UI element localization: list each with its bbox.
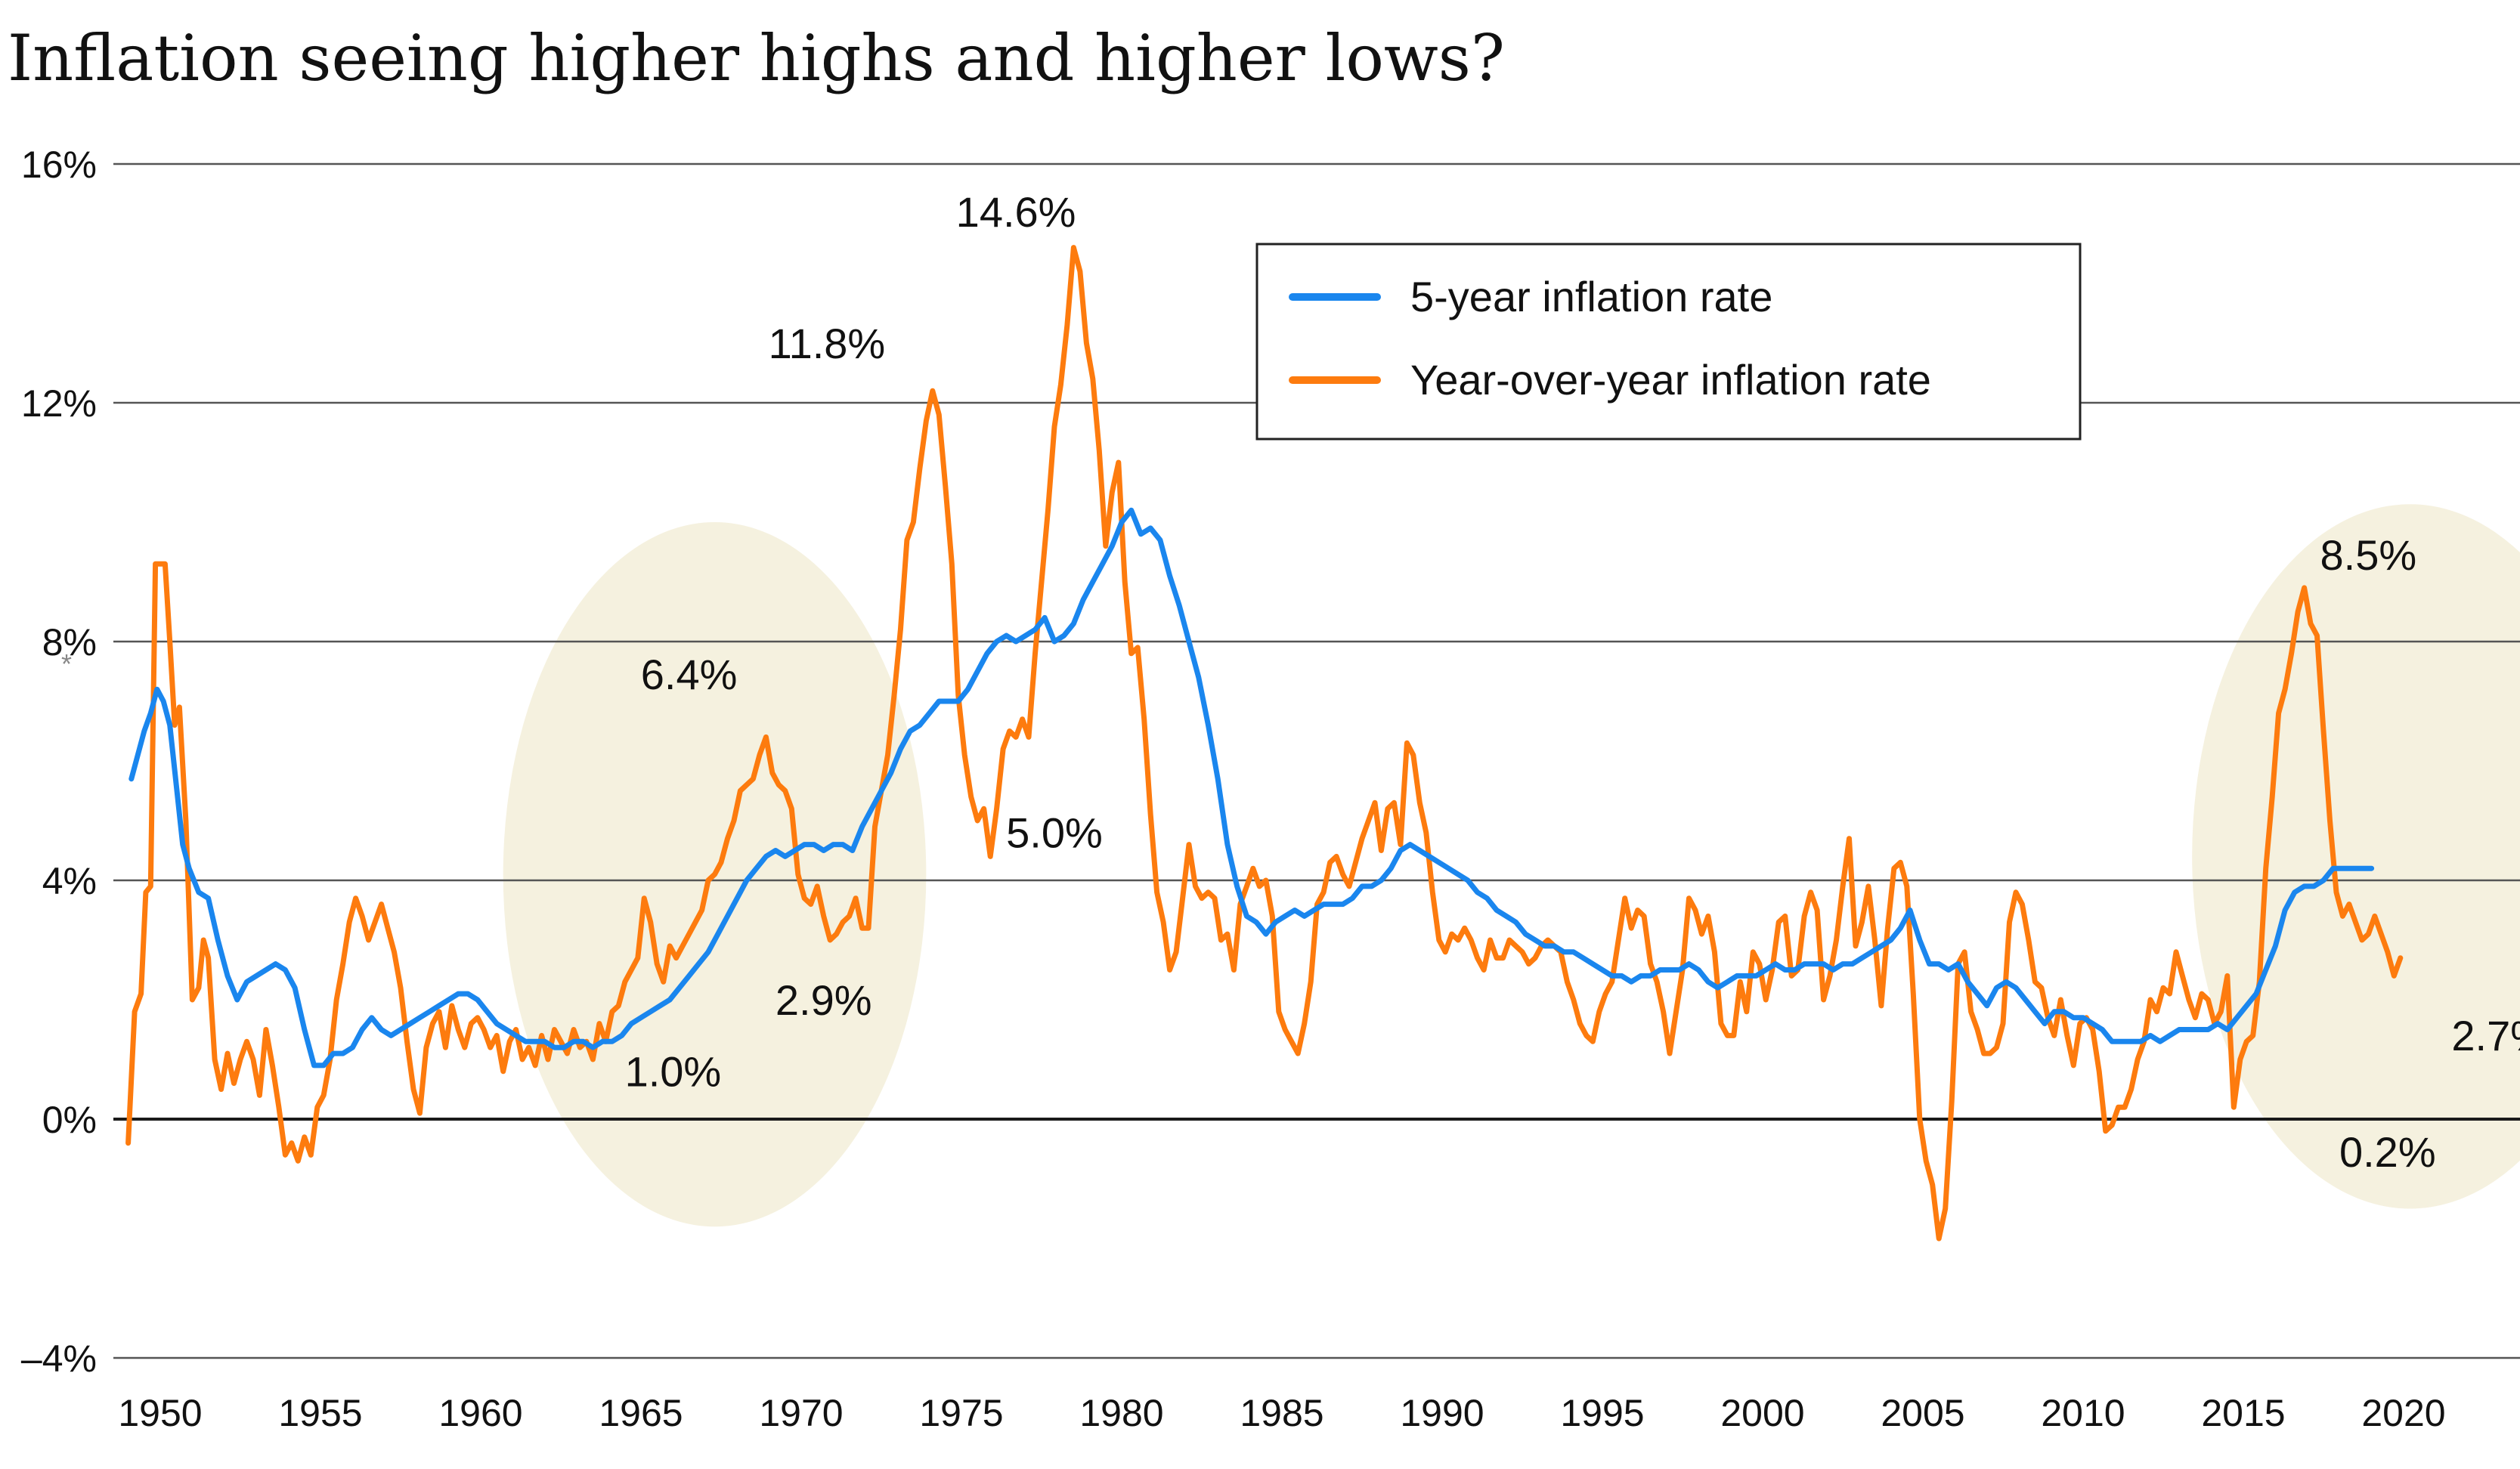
legend-box xyxy=(1255,243,2082,441)
annotation-label: 14.6% xyxy=(956,188,1076,236)
x-tick-label: 1960 xyxy=(438,1392,522,1434)
chart-title: Inflation seeing higher highs and higher… xyxy=(8,21,1505,95)
gridlines xyxy=(113,162,2520,1359)
x-tick-label: 2005 xyxy=(1881,1392,1964,1434)
x-tick-label: 1965 xyxy=(599,1392,683,1434)
x-tick-label: 1955 xyxy=(278,1392,362,1434)
y-tick-label: 16% xyxy=(21,144,97,186)
annotation-label: 8.5% xyxy=(2320,531,2417,579)
x-tick-label: 2000 xyxy=(1720,1392,1804,1434)
x-tick-label: 1985 xyxy=(1240,1392,1323,1434)
y-tick-label: –4% xyxy=(21,1338,97,1380)
y-tick-label: 12% xyxy=(21,382,97,425)
annotation-label: 0.2% xyxy=(2339,1128,2436,1176)
legend-label-year-over-year: Year-over-year inflation rate xyxy=(1410,356,1931,404)
series-line-5-year xyxy=(128,507,2375,1069)
annotation-label: 1.0% xyxy=(625,1048,722,1096)
x-tick-label: 2015 xyxy=(2201,1392,2285,1434)
annotation-label: 6.4% xyxy=(641,651,738,698)
legend: 5-year inflation rate Year-over-year inf… xyxy=(1255,243,2082,441)
y-tick-label: 4% xyxy=(42,860,97,902)
annotations: 6.4% 1.0% 2.9% 11.8% 14.6% 5.0% 8.5% 0.2% 2.7% xyxy=(625,188,2520,1176)
x-tick-label: 2010 xyxy=(2041,1392,2125,1434)
legend-label-5-year: 5-year inflation rate xyxy=(1410,273,1772,320)
highlight-ellipse-1 xyxy=(2192,504,2520,1209)
annotation-label: 2.7% xyxy=(2451,1012,2520,1059)
y-axis-ticks: 16% 12% 8%* 4% 0% –4% xyxy=(21,144,97,1380)
x-tick-label: 1980 xyxy=(1079,1392,1163,1434)
x-tick-label: 1950 xyxy=(118,1392,202,1434)
annotation-label: 11.8% xyxy=(769,320,886,367)
x-tick-label: 1970 xyxy=(759,1392,843,1434)
x-tick-label: 2020 xyxy=(2361,1392,2445,1434)
x-tick-label: 1995 xyxy=(1560,1392,1644,1434)
series-line-year-over-year xyxy=(125,245,2404,1242)
y-tick-label: 8% xyxy=(42,621,97,663)
x-tick-label: 1990 xyxy=(1400,1392,1484,1434)
x-tick-label: 1975 xyxy=(919,1392,1003,1434)
y-tick-label: 0% xyxy=(42,1099,97,1141)
series-lines xyxy=(125,245,2404,1242)
x-axis-ticks: 1950 1955 1960 1965 1970 1975 1980 1985 1990 1995… xyxy=(118,1392,2445,1434)
annotation-label: 5.0% xyxy=(1006,809,1103,857)
y-tick-footnote-mark: * xyxy=(61,648,72,679)
annotation-label: 2.9% xyxy=(776,976,872,1024)
